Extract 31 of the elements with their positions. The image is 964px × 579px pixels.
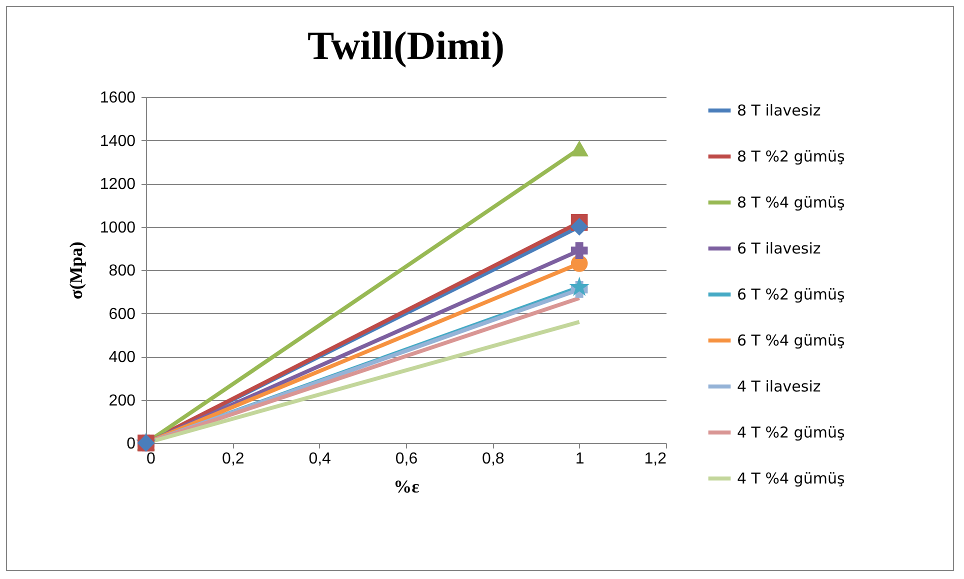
y-tick-label: 0 (126, 436, 136, 452)
x-tick-label: 1 (575, 450, 584, 468)
x-tick-label: 0,6 (395, 450, 418, 468)
y-tick-label: 400 (108, 349, 136, 366)
x-tick-label: 0,2 (222, 450, 244, 468)
point (571, 278, 588, 294)
point (570, 242, 588, 259)
y-tick-label: 600 (108, 306, 136, 323)
y-tick-label: 1600 (100, 90, 136, 106)
y-tick-label: 1200 (100, 176, 136, 193)
y-tick-label: 1400 (100, 132, 136, 150)
legend-label: 6 T %2 gümüş (737, 286, 845, 304)
x-tick-label: 1,2 (644, 450, 667, 468)
y-tick-label: 800 (108, 262, 136, 280)
y-axis-title: σ(Mpa) (66, 242, 86, 300)
legend-label: 8 T %4 gümüş (737, 194, 845, 212)
y-tick-label: 1000 (100, 219, 136, 236)
y-tick-label: 200 (108, 392, 136, 410)
chart-title: Twill(Dimi) (307, 23, 505, 68)
legend-label: 8 T %2 gümüş (737, 148, 845, 166)
legend-label: 4 T ilavesiz (737, 378, 821, 396)
legend-label: 8 T ilavesiz (737, 102, 821, 120)
legend-label: 6 T ilavesiz (737, 240, 821, 258)
x-tick-label: 0,4 (308, 450, 332, 468)
legend-label: 6 T %4 gümüş (737, 332, 845, 350)
x-tick-label: 0 (146, 450, 156, 468)
x-tick-label: 0,8 (482, 450, 504, 468)
legend-label: 4 T %4 gümüş (737, 470, 845, 488)
point (570, 218, 588, 236)
legend-label: 4 T %2 gümüş (737, 424, 845, 442)
x-axis-title: %ε (394, 476, 420, 496)
